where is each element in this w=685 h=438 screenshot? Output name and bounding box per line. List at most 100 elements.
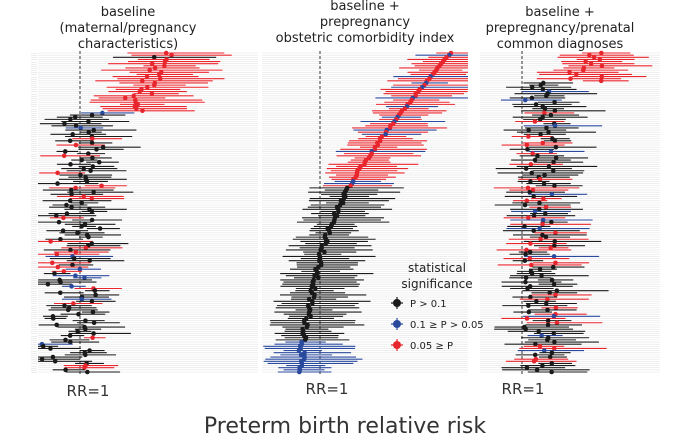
row-label: ——— (31, 359, 37, 361)
point-estimate (568, 76, 573, 81)
row-label: ——— (31, 265, 37, 267)
point-estimate (527, 189, 532, 195)
row-label: ——— (31, 164, 37, 166)
point-estimate (537, 117, 543, 122)
panel-title-obstetric-index: baseline + prepregnancy obstetric comorb… (276, 0, 455, 46)
row-label: ——— (31, 370, 37, 372)
forest-panel-baseline: ——— ——— ——— ——— ——— ——— ——— ——— ——— ——— ——— ——— ——— —… (31, 50, 258, 375)
row-label: ——— (31, 275, 37, 277)
point-estimate (311, 294, 317, 300)
point-estimate (523, 275, 529, 281)
row-label: ——— (31, 200, 37, 202)
point-estimate (542, 106, 548, 111)
point-estimate (528, 179, 533, 184)
legend-swatch-dot (393, 299, 401, 307)
point-estimate (599, 50, 604, 56)
row-label: ——— (31, 335, 37, 337)
point-estimate (551, 159, 556, 165)
row-label: ——— (31, 220, 37, 222)
legend-label: 0.1 ≥ P > 0.05 (410, 320, 484, 331)
row-label: ——— (31, 117, 37, 119)
point-estimate (91, 331, 96, 336)
point-estimate (553, 230, 558, 236)
point-estimate (550, 264, 556, 270)
row-label: ——— (31, 168, 37, 170)
point-estimate (77, 266, 83, 272)
row-label: ——— (31, 282, 37, 284)
row-label: ——— (31, 59, 37, 61)
point-estimate (71, 301, 76, 306)
point-estimate (599, 74, 605, 79)
point-estimate (48, 346, 53, 351)
row-label: ——— (31, 53, 37, 55)
point-estimate (88, 168, 93, 174)
row-label: ——— (31, 183, 37, 185)
panel-title-line: baseline + (525, 5, 594, 20)
point-estimate (63, 367, 68, 373)
point-estimate (541, 348, 547, 353)
point-estimate (157, 76, 163, 81)
point-estimate (169, 52, 174, 58)
point-estimate (90, 164, 96, 169)
point-estimate (549, 361, 555, 366)
point-estimate (89, 299, 95, 304)
point-estimate (542, 110, 547, 116)
point-estimate (134, 106, 139, 111)
point-estimate (318, 247, 323, 253)
point-estimate (62, 303, 67, 308)
row-label: ——— (31, 138, 37, 140)
point-estimate (549, 192, 555, 197)
row-label: ——— (31, 241, 37, 243)
point-estimate (69, 204, 74, 210)
panel-title-line: baseline + (330, 0, 399, 14)
row-label: ——— (31, 316, 37, 318)
row-label: ——— (31, 125, 37, 127)
point-estimate (583, 59, 588, 64)
row-label: ——— (31, 312, 37, 314)
point-estimate (85, 369, 90, 375)
point-estimate (39, 356, 45, 362)
row-label: ——— (31, 209, 37, 211)
point-estimate (532, 157, 538, 163)
point-estimate (62, 149, 68, 154)
point-estimate (525, 286, 530, 291)
point-estimate (552, 99, 557, 105)
legend: statistical significance P > 0.1 0.1 ≥ P… (391, 261, 484, 352)
row-label: ——— (31, 102, 37, 104)
point-estimate (546, 129, 551, 135)
point-estimate (383, 132, 388, 137)
point-estimate (523, 166, 529, 171)
point-estimate (543, 204, 549, 210)
point-estimate (538, 132, 543, 137)
point-estimate (322, 249, 327, 255)
point-estimate (541, 196, 546, 201)
point-estimate (522, 97, 528, 103)
row-label: ——— (31, 218, 37, 220)
row-label: ——— (31, 104, 37, 106)
point-estimate (89, 209, 95, 214)
row-label: ——— (31, 305, 37, 307)
row-label: ——— (31, 96, 37, 98)
point-estimate (75, 230, 80, 236)
point-estimate (91, 127, 97, 133)
legend-label: 0.05 ≥ P (410, 341, 453, 352)
point-estimate (533, 102, 539, 107)
point-estimate (50, 354, 56, 360)
point-estimate (90, 335, 95, 341)
panel-title-line: obstetric comorbidity index (276, 31, 455, 46)
row-label: ——— (31, 367, 37, 369)
row-label: ——— (31, 76, 37, 78)
point-estimate (151, 82, 157, 88)
point-estimate (336, 209, 341, 214)
row-label: ——— (31, 215, 37, 217)
point-estimate (308, 314, 313, 319)
point-estimate (545, 337, 550, 343)
point-estimate (526, 134, 531, 139)
row-label: ——— (31, 100, 37, 102)
point-estimate (73, 185, 78, 191)
point-estimate (532, 352, 538, 358)
point-estimate (328, 224, 334, 229)
point-estimate (524, 142, 530, 148)
point-estimate (536, 329, 542, 334)
point-estimate (304, 324, 310, 330)
